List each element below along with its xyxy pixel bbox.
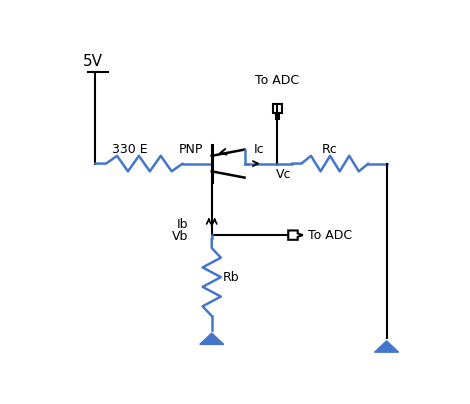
Text: 5V: 5V [82,54,102,69]
Text: 330 E: 330 E [112,143,148,156]
Text: To ADC: To ADC [308,229,352,242]
Text: Rb: Rb [223,271,239,284]
Text: Ic: Ic [254,143,264,156]
Text: PNP: PNP [178,143,203,156]
Text: Vb: Vb [172,230,188,243]
Text: Ib: Ib [177,218,188,231]
Polygon shape [375,341,399,352]
Text: To ADC: To ADC [255,74,299,87]
Text: Rc: Rc [322,143,338,156]
Text: Vc: Vc [275,168,291,181]
Polygon shape [200,333,224,345]
